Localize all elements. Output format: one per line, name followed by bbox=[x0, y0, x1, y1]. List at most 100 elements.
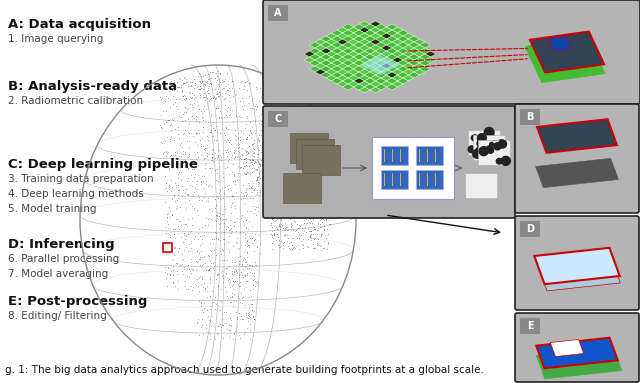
Point bbox=[235, 229, 245, 235]
Point bbox=[170, 84, 180, 90]
Polygon shape bbox=[370, 27, 381, 33]
Point bbox=[241, 155, 251, 161]
Point bbox=[162, 134, 172, 141]
Point bbox=[245, 327, 255, 333]
Polygon shape bbox=[392, 75, 403, 81]
Point bbox=[265, 103, 275, 109]
Point bbox=[221, 257, 232, 263]
Point bbox=[338, 180, 348, 186]
Point bbox=[158, 82, 168, 88]
Point bbox=[314, 243, 324, 249]
Point bbox=[236, 78, 246, 84]
Point bbox=[328, 172, 338, 178]
Point bbox=[266, 234, 276, 240]
Point bbox=[184, 129, 195, 136]
Point bbox=[248, 195, 258, 201]
Point bbox=[209, 263, 219, 269]
Point bbox=[279, 101, 289, 107]
Point bbox=[184, 79, 195, 85]
Point bbox=[253, 180, 263, 187]
Point bbox=[230, 132, 240, 138]
Point bbox=[172, 205, 182, 211]
Polygon shape bbox=[370, 51, 381, 57]
Point bbox=[301, 155, 311, 161]
Circle shape bbox=[491, 134, 494, 138]
Point bbox=[291, 185, 301, 192]
Point bbox=[242, 239, 252, 245]
Point bbox=[200, 198, 211, 205]
Point bbox=[171, 216, 181, 222]
Point bbox=[207, 151, 217, 157]
Point bbox=[228, 193, 239, 199]
Point bbox=[278, 241, 289, 247]
Point bbox=[208, 260, 218, 266]
Point bbox=[225, 278, 235, 285]
Point bbox=[296, 127, 306, 133]
Point bbox=[281, 133, 291, 139]
Point bbox=[303, 217, 313, 223]
Point bbox=[257, 111, 267, 117]
Point bbox=[291, 184, 301, 190]
Point bbox=[180, 105, 190, 111]
Point bbox=[204, 151, 214, 157]
Circle shape bbox=[473, 149, 481, 158]
Point bbox=[200, 165, 210, 171]
Point bbox=[338, 185, 348, 191]
Point bbox=[177, 118, 187, 124]
Point bbox=[270, 207, 280, 213]
Point bbox=[178, 131, 188, 137]
Point bbox=[276, 177, 287, 183]
Point bbox=[215, 108, 225, 115]
Point bbox=[244, 265, 254, 271]
Point bbox=[246, 135, 256, 141]
Point bbox=[292, 185, 303, 191]
Point bbox=[280, 201, 290, 208]
Point bbox=[264, 173, 275, 179]
Point bbox=[241, 241, 252, 247]
Point bbox=[164, 117, 175, 123]
Point bbox=[183, 175, 193, 181]
Point bbox=[286, 155, 296, 161]
Point bbox=[189, 92, 199, 98]
Point bbox=[242, 261, 252, 267]
Point bbox=[180, 93, 190, 99]
Point bbox=[183, 166, 193, 172]
Polygon shape bbox=[359, 57, 370, 63]
Point bbox=[187, 94, 197, 100]
Point bbox=[287, 164, 297, 170]
Point bbox=[302, 129, 312, 135]
Point bbox=[266, 151, 276, 157]
Point bbox=[273, 234, 283, 240]
Point bbox=[280, 150, 290, 156]
Point bbox=[190, 139, 200, 145]
Point bbox=[248, 141, 259, 147]
Point bbox=[269, 155, 279, 161]
Point bbox=[232, 269, 242, 275]
Point bbox=[215, 130, 225, 136]
Point bbox=[308, 181, 318, 187]
Point bbox=[205, 239, 215, 246]
Point bbox=[225, 317, 236, 323]
Point bbox=[231, 228, 241, 234]
Point bbox=[163, 182, 173, 188]
Point bbox=[221, 265, 232, 271]
Polygon shape bbox=[337, 69, 348, 75]
Point bbox=[186, 82, 196, 88]
Point bbox=[227, 151, 237, 157]
Point bbox=[267, 144, 277, 150]
Point bbox=[188, 203, 198, 209]
Point bbox=[269, 231, 279, 237]
Point bbox=[244, 244, 254, 250]
Polygon shape bbox=[348, 75, 359, 81]
Circle shape bbox=[477, 139, 486, 148]
Point bbox=[169, 249, 179, 255]
Point bbox=[231, 239, 241, 245]
Point bbox=[215, 215, 225, 221]
Point bbox=[264, 170, 274, 177]
Point bbox=[264, 175, 275, 181]
Point bbox=[268, 238, 278, 244]
Point bbox=[223, 87, 234, 93]
Point bbox=[249, 248, 259, 254]
Point bbox=[271, 144, 281, 151]
Point bbox=[281, 90, 291, 96]
